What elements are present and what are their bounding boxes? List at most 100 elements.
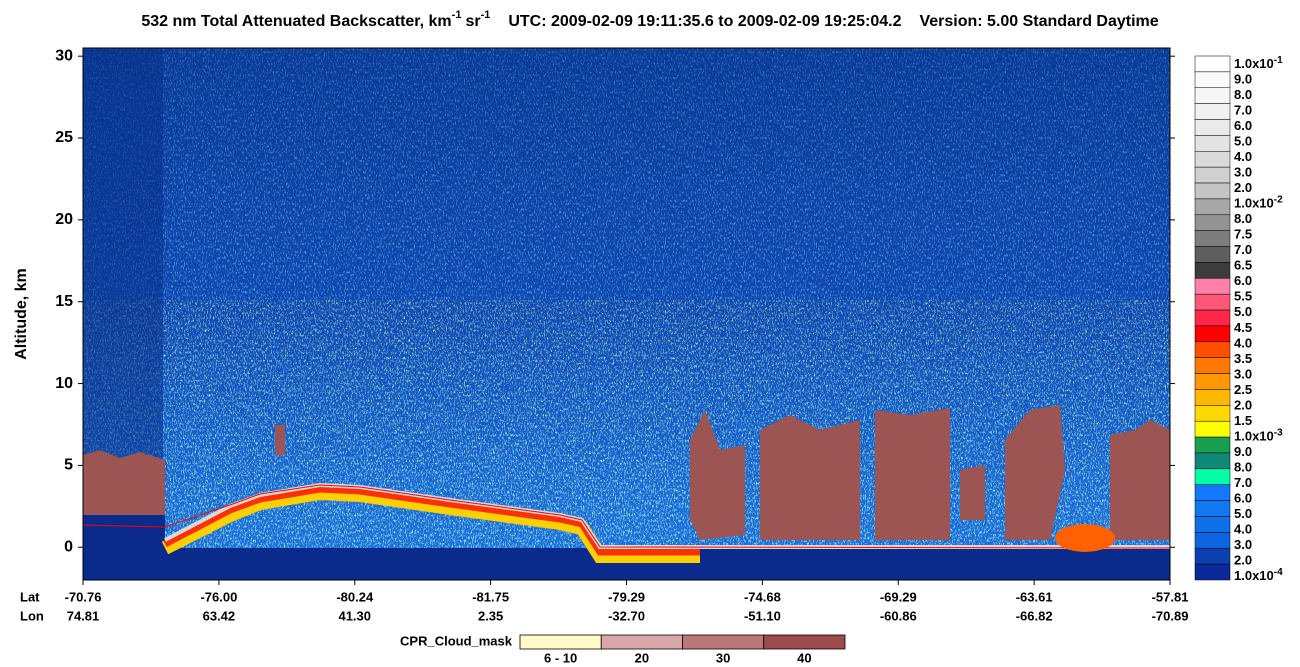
colorbar-label-exp: -4: [1274, 567, 1283, 578]
lat-label: -57.81: [1152, 589, 1189, 604]
colorbar-label-text: 5.0: [1234, 506, 1252, 521]
colorbar-label: 2.0: [1234, 398, 1252, 413]
colorbar-box: [1194, 246, 1231, 263]
colorbar-box: [1194, 325, 1231, 343]
lon-label: -32.70: [608, 608, 645, 623]
subsurface: [83, 515, 165, 580]
cpr-legend-label: 6 - 10: [544, 650, 577, 665]
title-exp: -1: [452, 9, 462, 21]
colorbar-label-text: 9.0: [1234, 72, 1252, 87]
cpr-legend-label: 30: [716, 650, 730, 665]
colorbar-label: 5.0: [1234, 134, 1252, 149]
colorbar-box: [1194, 151, 1231, 168]
x-row-label: Lat: [20, 589, 40, 604]
colorbar-label: 1.5: [1234, 413, 1252, 428]
cpr-clouds: [83, 405, 1170, 540]
colorbar-box: [1194, 389, 1231, 406]
colorbar-label: 8.0: [1234, 460, 1252, 475]
colorbar-box: [1194, 357, 1231, 374]
colorbar-label: 1.0x10-2: [1234, 194, 1283, 211]
colorbar-label-text: 6.0: [1234, 118, 1252, 133]
colorbar-box: [1194, 71, 1231, 89]
cpr-legend-box: [682, 634, 765, 650]
colorbar-label-text: 3.5: [1234, 351, 1252, 366]
colorbar-box: [1194, 436, 1231, 454]
colorbar-box: [1194, 278, 1231, 295]
surface-red: [163, 485, 700, 556]
plot-image: [83, 48, 1170, 580]
colorbar-label: 6.0: [1234, 118, 1252, 133]
colorbar-box: [1194, 214, 1231, 231]
colorbar-box: [1194, 135, 1231, 152]
colorbar-label: 6.0: [1234, 491, 1252, 506]
colorbar-box: [1194, 405, 1231, 422]
y-tick-label: 25: [55, 129, 73, 146]
y-axis-label: Altitude, km: [13, 268, 30, 360]
colorbar-label-text: 4.0: [1234, 150, 1252, 165]
colorbar-label-text: 4.5: [1234, 320, 1252, 335]
colorbar-label-text: 1.0x10: [1234, 196, 1274, 211]
colorbar-label-text: 5.0: [1234, 305, 1252, 320]
colorbar-label: 3.0: [1234, 367, 1252, 382]
lat-label: -69.29: [880, 589, 917, 604]
lon-label: -51.10: [744, 608, 781, 623]
colorbar-label: 6.5: [1234, 258, 1252, 273]
colorbar-label: 2.0: [1234, 553, 1252, 568]
colorbar-box: [1194, 484, 1231, 501]
colorbar-label: 8.0: [1234, 87, 1252, 102]
colorbar-label: 4.0: [1234, 336, 1252, 351]
colorbar-box: [1194, 420, 1231, 438]
colorbar-box: [1194, 293, 1231, 311]
colorbar-label-text: 8.0: [1234, 212, 1252, 227]
y-tick-label: 30: [55, 47, 73, 64]
y-tick-label: 20: [55, 211, 73, 228]
colorbar-label-text: 1.0x10: [1234, 429, 1274, 444]
x-row-label: Lon: [20, 608, 44, 623]
lon-label: -66.82: [1016, 608, 1053, 623]
cpr-legend-title: CPR_Cloud_mask: [400, 633, 513, 648]
colorbar-box: [1194, 103, 1231, 120]
colorbar-label-exp: -3: [1274, 427, 1283, 438]
colorbar-box: [1194, 182, 1231, 200]
colorbar-label-text: 4.0: [1234, 522, 1252, 537]
warm-echo: [1055, 524, 1115, 552]
colorbar-label-text: 3.0: [1234, 165, 1252, 180]
y-tick-label: 5: [64, 457, 73, 474]
colorbar-label-text: 9.0: [1234, 444, 1252, 459]
colorbar-label: 8.0: [1234, 212, 1252, 227]
colorbar-box: [1194, 373, 1231, 390]
colorbar-label: 4.0: [1234, 522, 1252, 537]
colorbar-label: 7.0: [1234, 475, 1252, 490]
colorbar-box: [1194, 230, 1231, 247]
cpr-legend-box: [519, 634, 602, 650]
colorbar-label: 2.0: [1234, 181, 1252, 196]
colorbar-label-text: 2.0: [1234, 553, 1252, 568]
colorbar-label: 1.0x10-4: [1234, 567, 1283, 584]
colorbar-label: 1.0x10-1: [1234, 55, 1283, 72]
colorbar-label-text: 8.0: [1234, 460, 1252, 475]
colorbar-label-text: 7.0: [1234, 103, 1252, 118]
colorbar-label-text: 7.5: [1234, 227, 1252, 242]
colorbar-label-text: 6.0: [1234, 274, 1252, 289]
chart-title: 532 nm Total Attenuated Backscatter, km-…: [141, 9, 1158, 30]
colorbar-label-text: 7.0: [1234, 243, 1252, 258]
colorbar-label: 5.5: [1234, 289, 1252, 304]
lon-label: 74.81: [67, 608, 100, 623]
colorbar-label-text: 2.5: [1234, 382, 1252, 397]
colorbar-label: 9.0: [1234, 72, 1252, 87]
lon-label: 2.35: [478, 608, 503, 623]
colorbar-box: [1194, 468, 1231, 485]
colorbar-box: [1194, 262, 1231, 279]
colorbar-label-text: 1.5: [1234, 413, 1252, 428]
colorbar-label-text: 6.0: [1234, 491, 1252, 506]
colorbar-label-text: 3.0: [1234, 367, 1252, 382]
title-time: UTC: 2009-02-09 19:11:35.6 to 2009-02-09…: [508, 13, 901, 30]
colorbar-label: 7.5: [1234, 227, 1252, 242]
lat-label: -76.00: [200, 589, 237, 604]
colorbar-box: [1194, 500, 1231, 517]
lon-label: -70.89: [1152, 608, 1189, 623]
colorbar-box: [1194, 309, 1231, 327]
colorbar-label: 9.0: [1234, 444, 1252, 459]
